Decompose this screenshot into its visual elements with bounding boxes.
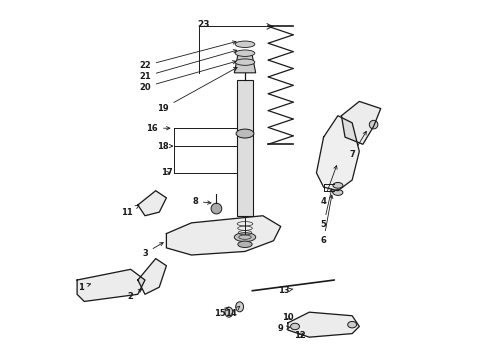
Ellipse shape <box>235 50 255 57</box>
Text: 19: 19 <box>157 67 237 113</box>
Text: 14: 14 <box>225 306 240 319</box>
Ellipse shape <box>235 59 255 65</box>
Ellipse shape <box>238 241 252 248</box>
Text: 8: 8 <box>192 197 211 206</box>
Text: 3: 3 <box>142 243 163 258</box>
Text: 20: 20 <box>139 60 236 92</box>
Text: 16: 16 <box>146 124 170 133</box>
Polygon shape <box>167 216 281 255</box>
Text: 2: 2 <box>128 289 142 301</box>
Text: 17: 17 <box>161 168 172 177</box>
Ellipse shape <box>333 183 343 188</box>
FancyBboxPatch shape <box>237 80 253 216</box>
Circle shape <box>369 120 378 129</box>
Ellipse shape <box>236 302 244 312</box>
Text: 1: 1 <box>78 283 91 292</box>
Ellipse shape <box>348 321 357 328</box>
Text: 21: 21 <box>139 50 237 81</box>
Text: 5: 5 <box>320 189 333 229</box>
Ellipse shape <box>291 323 299 330</box>
Text: 10: 10 <box>282 313 294 322</box>
Polygon shape <box>138 191 167 216</box>
Ellipse shape <box>225 307 233 317</box>
Text: 9: 9 <box>278 324 290 333</box>
Text: 15: 15 <box>214 307 229 319</box>
Polygon shape <box>288 312 359 337</box>
Text: 23: 23 <box>197 20 210 29</box>
Polygon shape <box>138 258 167 294</box>
Polygon shape <box>342 102 381 144</box>
Ellipse shape <box>333 190 343 195</box>
Text: 11: 11 <box>121 206 139 217</box>
Polygon shape <box>77 269 145 301</box>
Text: 4: 4 <box>320 166 337 206</box>
Text: 12: 12 <box>294 331 306 340</box>
Text: 22: 22 <box>139 41 236 70</box>
Text: 18: 18 <box>157 141 172 150</box>
Polygon shape <box>234 55 256 73</box>
Text: 7: 7 <box>349 131 367 159</box>
Ellipse shape <box>236 129 254 138</box>
Ellipse shape <box>235 41 255 48</box>
Text: 6: 6 <box>320 195 333 245</box>
Text: 13: 13 <box>278 286 293 295</box>
Ellipse shape <box>234 233 256 242</box>
Circle shape <box>211 203 222 214</box>
Polygon shape <box>317 116 359 191</box>
